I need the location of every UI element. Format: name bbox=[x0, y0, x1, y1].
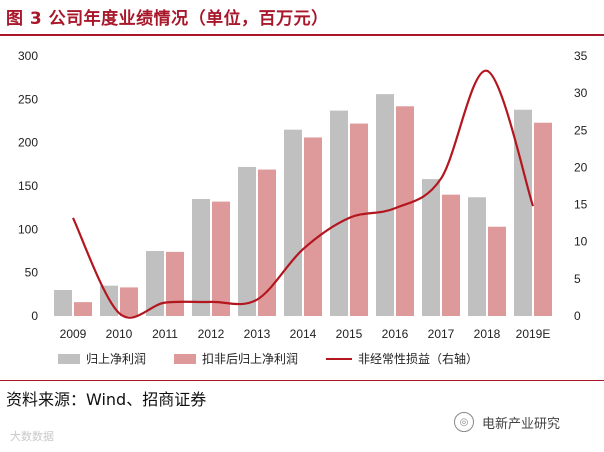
legend-swatch-net-profit bbox=[58, 353, 80, 364]
bar-deducted-profit-2016 bbox=[396, 106, 414, 317]
watermark-right: ◎ 电新产业研究 bbox=[454, 412, 560, 432]
x-axis-ticks: 2009 2010 2011 2012 2013 2014 2015 2016 2017 2018… bbox=[60, 327, 551, 341]
bar-deducted-profit-2009 bbox=[74, 302, 92, 316]
source-note: 资料来源：Wind、招商证券 bbox=[6, 390, 207, 409]
bar-net-profit-2016 bbox=[376, 94, 394, 316]
right-tick-label: 30 bbox=[574, 86, 588, 100]
bar-net-profit-2011 bbox=[146, 251, 164, 316]
x-tick-label-2012: 2012 bbox=[198, 327, 225, 341]
left-tick-label: 300 bbox=[18, 49, 38, 63]
wechat-icon: ◎ bbox=[454, 412, 474, 432]
x-tick-label-2017: 2017 bbox=[428, 327, 455, 341]
line-group bbox=[72, 69, 535, 319]
bar-deducted-profit-2010 bbox=[120, 287, 138, 316]
watermark-right-label: 电新产业研究 bbox=[482, 416, 561, 432]
legend-swatch-deducted-profit bbox=[174, 353, 197, 364]
x-tick-label-2019E: 2019E bbox=[516, 327, 551, 341]
bar-deducted-profit-2011 bbox=[166, 251, 184, 316]
right-tick-label: 25 bbox=[574, 123, 588, 137]
left-tick-label: 200 bbox=[18, 136, 38, 150]
bars-group bbox=[54, 94, 552, 317]
bar-deducted-profit-2015 bbox=[350, 123, 368, 316]
x-tick-label-2009: 2009 bbox=[60, 327, 87, 341]
bar-deducted-profit-2017 bbox=[442, 194, 460, 316]
bar-deducted-profit-2013 bbox=[258, 169, 276, 316]
bar-net-profit-2015 bbox=[330, 110, 348, 316]
legend-swatch-nonrecurring bbox=[326, 357, 353, 360]
x-tick-label-2018: 2018 bbox=[474, 327, 501, 341]
bar-net-profit-2019E bbox=[514, 109, 532, 316]
left-tick-label: 250 bbox=[18, 92, 38, 106]
line-nonrecurring bbox=[72, 69, 535, 319]
left-tick-label: 50 bbox=[25, 266, 39, 280]
x-tick-label-2016: 2016 bbox=[382, 327, 409, 341]
left-axis-ticks: 0 50 100 150 200 250 300 bbox=[18, 49, 38, 323]
right-tick-label: 20 bbox=[574, 160, 588, 174]
title-rule bbox=[0, 34, 604, 36]
x-tick-label-2011: 2011 bbox=[152, 327, 178, 341]
bar-net-profit-2012 bbox=[192, 199, 210, 316]
legend: 归上净利润 扣非后归上净利润 非经常性损益（右轴） bbox=[58, 350, 506, 367]
chart-title: 图 3 公司年度业绩情况（单位，百万元） bbox=[6, 9, 329, 29]
left-tick-label: 150 bbox=[18, 179, 38, 193]
bar-deducted-profit-2018 bbox=[488, 226, 506, 316]
x-tick-label-2015: 2015 bbox=[336, 327, 363, 341]
watermark-left: 大数数据 bbox=[10, 430, 54, 443]
x-tick-label-2013: 2013 bbox=[244, 327, 271, 341]
bar-deducted-profit-2014 bbox=[304, 137, 322, 316]
legend-item-nonrecurring: 非经常性损益（右轴） bbox=[326, 350, 478, 367]
right-tick-label: 10 bbox=[574, 235, 588, 249]
right-tick-label: 0 bbox=[574, 309, 581, 323]
source-rule bbox=[0, 380, 604, 381]
left-tick-label: 0 bbox=[31, 309, 38, 323]
bar-net-profit-2013 bbox=[238, 166, 256, 316]
bar-deducted-profit-2019E bbox=[534, 122, 552, 316]
bar-net-profit-2009 bbox=[54, 290, 72, 316]
right-tick-label: 15 bbox=[574, 198, 588, 212]
legend-label-deducted-profit: 扣非后归上净利润 bbox=[202, 352, 299, 366]
right-tick-label: 35 bbox=[574, 49, 588, 63]
legend-label-net-profit: 归上净利润 bbox=[86, 352, 147, 366]
bar-net-profit-2018 bbox=[468, 197, 486, 316]
legend-item-net-profit: 归上净利润 bbox=[58, 350, 146, 367]
right-tick-label: 5 bbox=[574, 272, 581, 286]
left-tick-label: 100 bbox=[18, 222, 38, 236]
bar-net-profit-2017 bbox=[422, 179, 440, 316]
bar-net-profit-2014 bbox=[284, 129, 302, 316]
right-axis-ticks: 0 5 10 15 20 25 30 35 bbox=[574, 49, 588, 323]
x-tick-label-2010: 2010 bbox=[106, 327, 133, 341]
legend-label-nonrecurring: 非经常性损益（右轴） bbox=[358, 352, 479, 366]
legend-item-deducted-profit: 扣非后归上净利润 bbox=[174, 350, 298, 367]
x-tick-label-2014: 2014 bbox=[290, 327, 317, 341]
bar-deducted-profit-2012 bbox=[212, 201, 230, 316]
